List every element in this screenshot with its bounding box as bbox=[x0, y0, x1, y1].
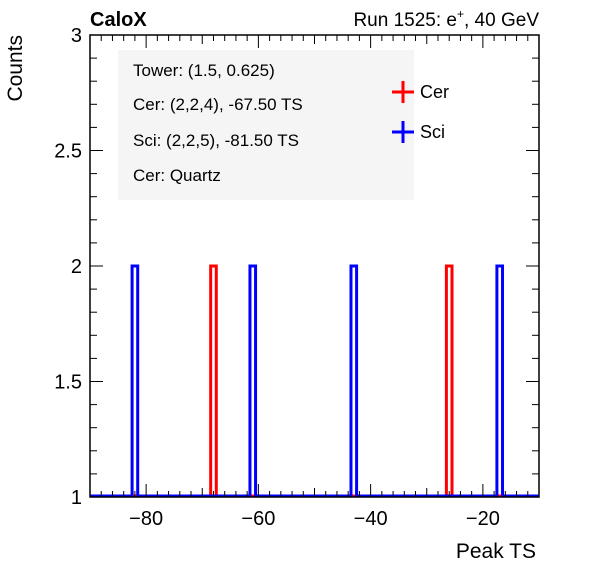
x-tick-label: −60 bbox=[241, 508, 275, 530]
x-tick-label: −80 bbox=[129, 508, 163, 530]
y-tick-label: 2.5 bbox=[54, 141, 82, 163]
brand-label: CaloX bbox=[90, 9, 147, 31]
run-info-label: Run 1525: e+, 40 GeV bbox=[353, 7, 539, 31]
axes: −80 −60 −40 −20 1 1.5 2 2.5 3 bbox=[54, 25, 540, 530]
y-axis-label: Counts bbox=[4, 35, 27, 102]
info-cer: Cer: (2,2,4), -67.50 TS bbox=[133, 95, 303, 114]
info-tower: Tower: (1.5, 0.625) bbox=[133, 61, 275, 80]
legend-label-cer: Cer bbox=[420, 82, 449, 102]
info-box bbox=[118, 50, 414, 200]
info-material: Cer: Quartz bbox=[133, 166, 221, 185]
y-tick-label: 1.5 bbox=[54, 372, 82, 394]
info-sci: Sci: (2,2,5), -81.50 TS bbox=[133, 131, 299, 150]
legend-label-sci: Sci bbox=[420, 122, 445, 142]
y-tick-label: 2 bbox=[71, 256, 82, 278]
y-tick-label: 3 bbox=[71, 25, 82, 47]
legend: Cer Sci bbox=[392, 81, 449, 143]
x-tick-label: −20 bbox=[466, 508, 500, 530]
x-tick-label: −40 bbox=[354, 508, 388, 530]
x-axis-label: Peak TS bbox=[456, 540, 536, 563]
y-tick-label: 1 bbox=[71, 487, 82, 509]
